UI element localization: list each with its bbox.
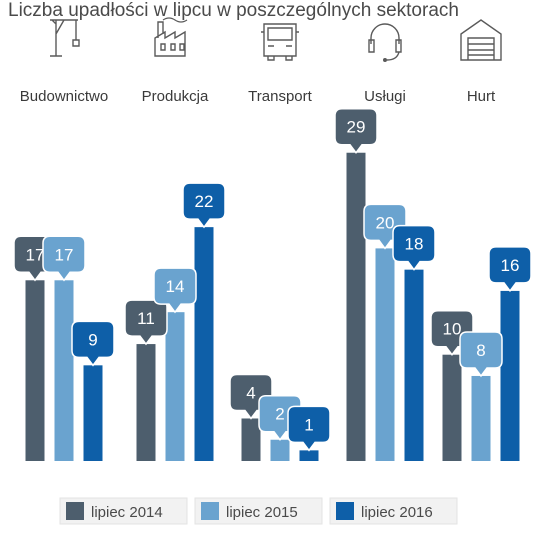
- legend-label-lipiec-2014: lipiec 2014: [91, 504, 163, 521]
- value-label-uslugi-lipiec-2014: 29: [347, 118, 366, 137]
- category-label-produkcja: Produkcja: [142, 88, 209, 105]
- legend-swatch-lipiec-2014: [66, 502, 84, 520]
- category-label-hurt: Hurt: [467, 88, 496, 105]
- bar-uslugi-lipiec-2014: [346, 152, 366, 462]
- factory-icon: [154, 17, 188, 57]
- bar-budownictwo-lipiec-2016: [83, 365, 103, 461]
- bar-produkcja-lipiec-2016: [194, 227, 214, 461]
- bar-transport-lipiec-2014: [241, 418, 261, 461]
- crane-icon: [50, 19, 80, 57]
- callout-transport-lipiec-2016: [287, 405, 331, 452]
- value-label-hurt-lipiec-2016: 16: [501, 256, 520, 275]
- bar-hurt-lipiec-2016: [500, 290, 520, 461]
- value-label-produkcja-lipiec-2016: 22: [195, 192, 214, 211]
- chart-title: Liczba upadłości w lipcu w poszczególnyc…: [8, 0, 459, 21]
- callout-budownictwo-lipiec-2016: [71, 320, 115, 367]
- category-label-transport: Transport: [248, 88, 312, 105]
- value-label-produkcja-lipiec-2015: 14: [166, 277, 185, 296]
- bar-hurt-lipiec-2015: [471, 375, 491, 461]
- legend-label-lipiec-2016: lipiec 2016: [361, 504, 433, 521]
- legend-item-lipiec-2014: lipiec 2014: [59, 497, 188, 525]
- bar-budownictwo-lipiec-2014: [25, 280, 45, 461]
- value-label-transport-lipiec-2016: 1: [304, 415, 313, 434]
- bar-budownictwo-lipiec-2015: [54, 280, 74, 461]
- bar-produkcja-lipiec-2014: [136, 344, 156, 461]
- callout-uslugi-lipiec-2014: [334, 107, 378, 154]
- bar-produkcja-lipiec-2015: [165, 312, 185, 461]
- callout-uslugi-lipiec-2016: [392, 224, 436, 271]
- value-label-budownictwo-lipiec-2014: 17: [26, 245, 45, 264]
- legend-swatch-lipiec-2016: [336, 502, 354, 520]
- callout-hurt-lipiec-2015: [459, 331, 503, 378]
- legend-label-lipiec-2015: lipiec 2015: [226, 504, 298, 521]
- legend-item-lipiec-2016: lipiec 2016: [329, 497, 458, 525]
- value-label-transport-lipiec-2015: 2: [275, 405, 284, 424]
- callout-budownictwo-lipiec-2015: [42, 235, 86, 282]
- truck-icon: [261, 23, 299, 61]
- value-label-budownictwo-lipiec-2016: 9: [88, 330, 97, 349]
- category-label-budownictwo: Budownictwo: [20, 88, 108, 105]
- value-label-hurt-lipiec-2014: 10: [443, 320, 462, 339]
- legend-item-lipiec-2015: lipiec 2015: [194, 497, 323, 525]
- value-label-uslugi-lipiec-2015: 20: [376, 213, 395, 232]
- value-label-uslugi-lipiec-2016: 18: [405, 235, 424, 254]
- bar-hurt-lipiec-2014: [442, 354, 462, 461]
- value-label-budownictwo-lipiec-2015: 17: [55, 245, 74, 264]
- value-label-transport-lipiec-2014: 4: [246, 383, 255, 402]
- bar-uslugi-lipiec-2016: [404, 269, 424, 461]
- warehouse-icon: [460, 19, 502, 61]
- callout-produkcja-lipiec-2016: [182, 182, 226, 229]
- value-label-produkcja-lipiec-2014: 11: [137, 309, 155, 328]
- callout-hurt-lipiec-2016: [488, 246, 532, 293]
- bar-transport-lipiec-2016: [299, 450, 319, 461]
- value-label-hurt-lipiec-2015: 8: [476, 341, 485, 360]
- bar-uslugi-lipiec-2015: [375, 248, 395, 461]
- bar-transport-lipiec-2015: [270, 439, 290, 461]
- callout-produkcja-lipiec-2015: [153, 267, 197, 314]
- category-label-uslugi: Usługi: [364, 88, 406, 105]
- legend-swatch-lipiec-2015: [201, 502, 219, 520]
- headset-icon: [368, 23, 402, 62]
